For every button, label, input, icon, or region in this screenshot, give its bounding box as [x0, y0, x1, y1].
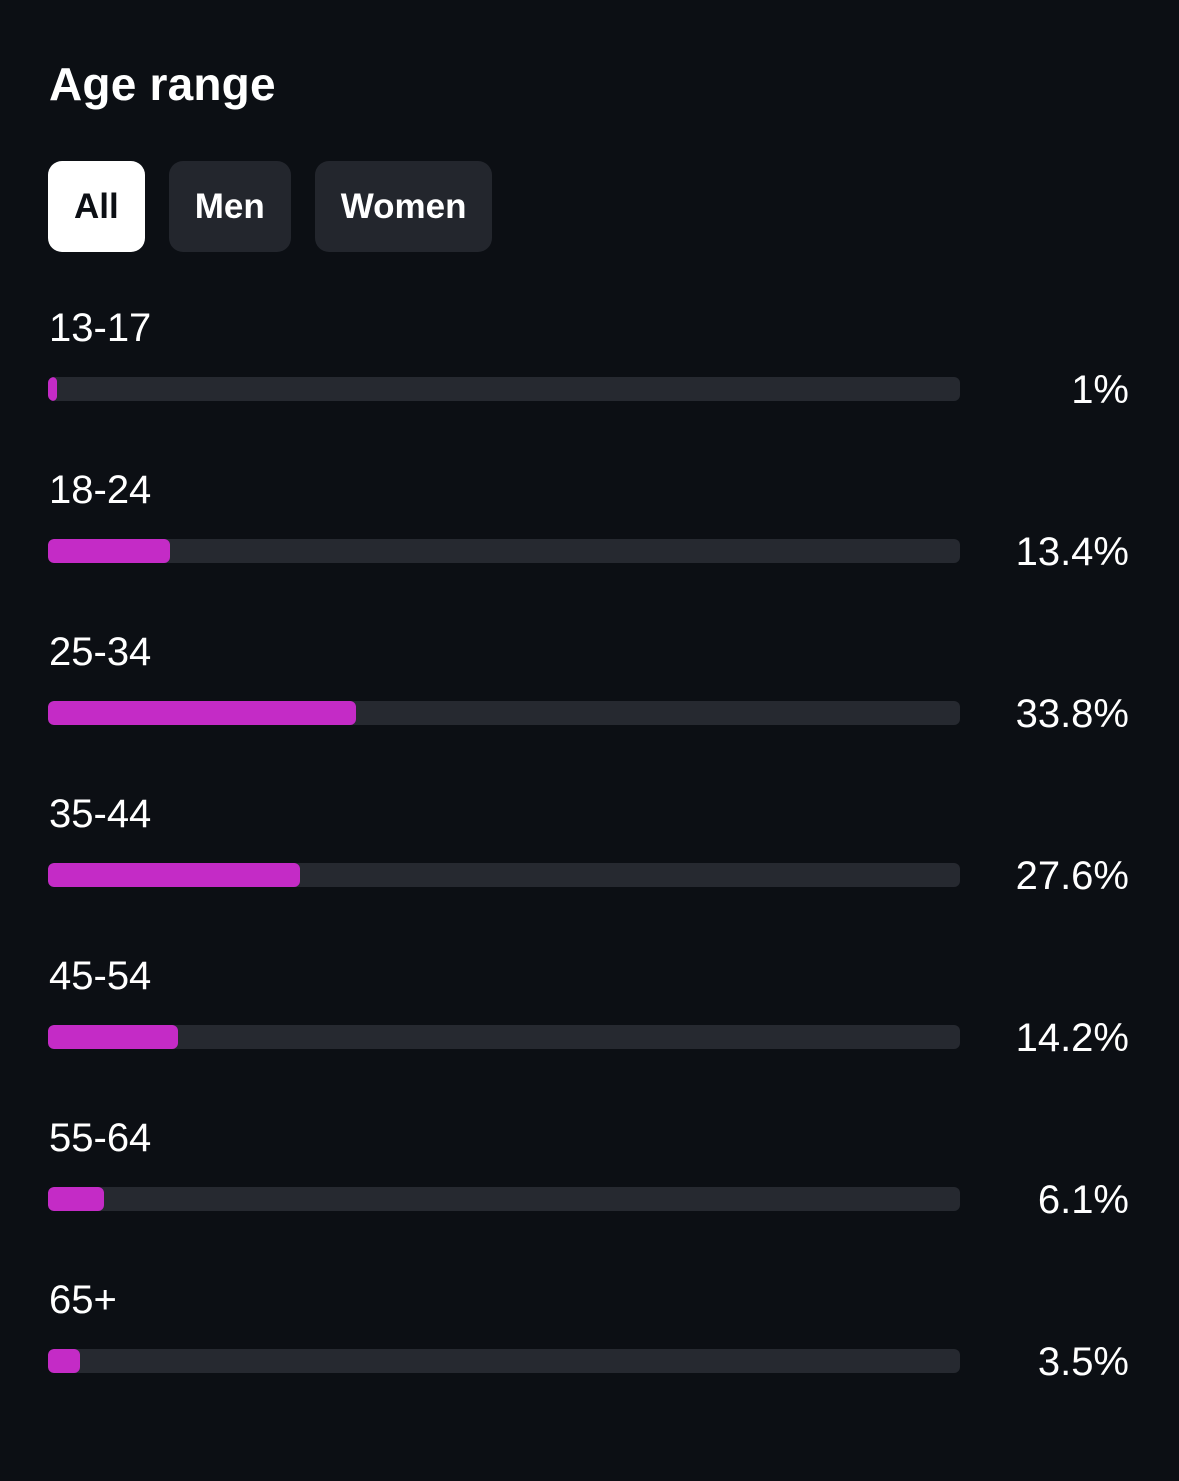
- bar-track: [48, 863, 960, 887]
- page-title: Age range: [49, 58, 276, 110]
- bar-fill: [48, 1187, 104, 1211]
- age-range-label: 18-24: [49, 468, 152, 512]
- age-range-row: 45-54 14.2%: [0, 952, 1179, 1114]
- bar-fill: [48, 1349, 80, 1373]
- percentage-value: 33.8%: [1015, 692, 1129, 736]
- age-range-label: 35-44: [49, 792, 152, 836]
- age-range-label: 55-64: [49, 1116, 152, 1160]
- age-range-label: 25-34: [49, 630, 152, 674]
- bar-fill: [48, 863, 300, 887]
- bar-fill: [48, 701, 357, 725]
- age-range-label: 65+: [49, 1278, 117, 1322]
- percentage-value: 1%: [1071, 368, 1129, 412]
- age-range-row: 35-44 27.6%: [0, 790, 1179, 952]
- bar-fill: [48, 1025, 178, 1049]
- age-range-row: 65+ 3.5%: [0, 1276, 1179, 1438]
- percentage-value: 13.4%: [1015, 530, 1129, 574]
- bar-track: [48, 1187, 960, 1211]
- bar-fill: [48, 539, 171, 563]
- bar-track: [48, 701, 960, 725]
- percentage-value: 3.5%: [1037, 1340, 1129, 1384]
- age-range-label: 45-54: [49, 954, 152, 998]
- bar-track: [48, 1025, 960, 1049]
- percentage-value: 6.1%: [1037, 1178, 1129, 1222]
- percentage-value: 27.6%: [1015, 854, 1129, 898]
- bar-fill: [48, 377, 58, 401]
- age-range-row: 18-24 13.4%: [0, 466, 1179, 628]
- age-range-row: 55-64 6.1%: [0, 1114, 1179, 1276]
- age-range-label: 13-17: [49, 306, 152, 350]
- percentage-value: 14.2%: [1015, 1016, 1129, 1060]
- tab-all[interactable]: All: [48, 161, 145, 252]
- bar-track: [48, 1349, 960, 1373]
- age-range-row: 25-34 33.8%: [0, 628, 1179, 790]
- tab-women[interactable]: Women: [314, 161, 493, 252]
- tab-men[interactable]: Men: [168, 161, 291, 252]
- bar-track: [48, 377, 960, 401]
- bar-track: [48, 539, 960, 563]
- age-range-row: 13-17 1%: [0, 304, 1179, 466]
- gender-filter-tabs: All Men Women: [48, 161, 493, 252]
